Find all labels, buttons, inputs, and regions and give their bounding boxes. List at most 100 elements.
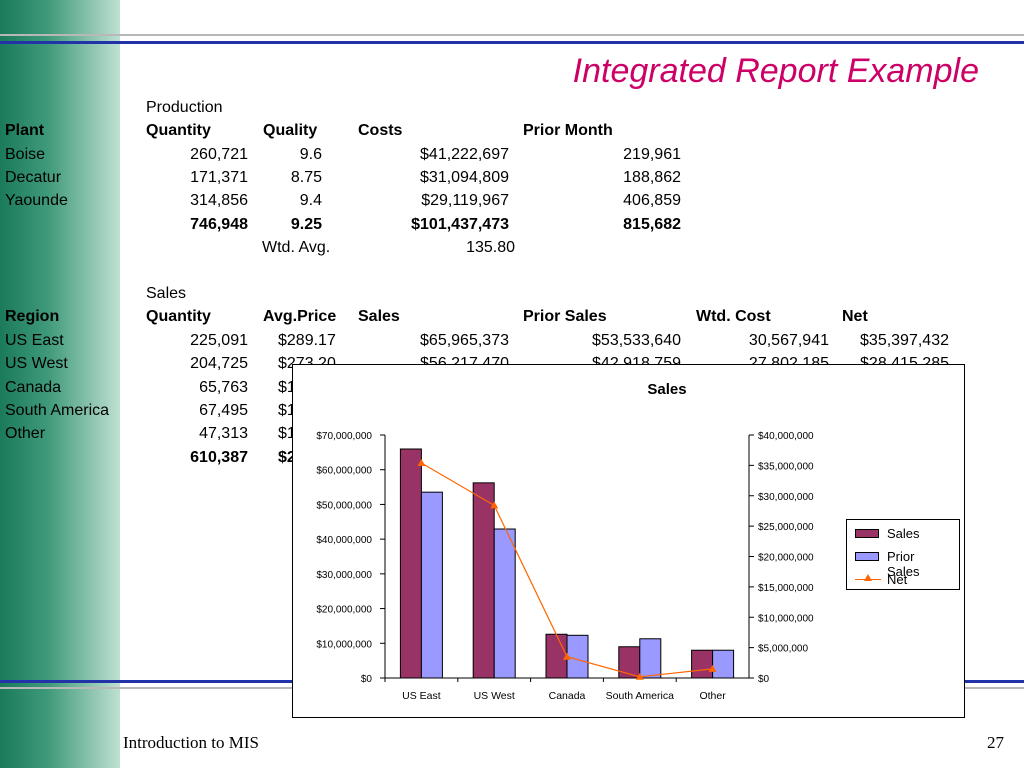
table-cell: $53,533,640 — [592, 332, 681, 349]
table-cell: Other — [5, 425, 46, 442]
production-group-header: Production — [146, 99, 223, 116]
col-header-quantity: Quantity — [146, 308, 211, 325]
bar-sales — [545, 633, 568, 679]
bar-sales — [399, 448, 422, 679]
left-tick-label: $40,000,000 — [316, 535, 372, 546]
right-tick-label: $30,000,000 — [758, 492, 814, 503]
table-cell: 406,859 — [623, 192, 681, 209]
table-cell: $289.17 — [278, 332, 336, 349]
table-cell: $31,094,809 — [420, 169, 509, 186]
table-cell: Decatur — [5, 169, 62, 186]
table-total: 9.25 — [290, 216, 322, 233]
left-tick-label: $10,000,000 — [316, 639, 372, 650]
table-cell: 314,856 — [190, 192, 248, 209]
table-cell: US East — [5, 332, 64, 349]
left-tick-label: $0 — [361, 674, 373, 685]
table-cell: 204,725 — [190, 355, 248, 372]
table-cell: $41,222,697 — [420, 146, 509, 163]
legend-label: Prior Sales — [887, 549, 920, 579]
col-header-net: Net — [842, 308, 868, 325]
sidebar-decoration — [0, 0, 120, 768]
col-header-region: Region — [5, 308, 60, 325]
bar-prior-sales — [493, 528, 516, 679]
col-header-avg-price: Avg.Price — [263, 308, 337, 325]
table-cell: Canada — [5, 379, 62, 396]
right-tick-label: $25,000,000 — [758, 522, 814, 533]
point-net — [635, 672, 644, 680]
right-tick-label: $15,000,000 — [758, 583, 814, 594]
footer-course-title: Introduction to MIS — [123, 733, 259, 752]
slide-title: Integrated Report Example — [572, 52, 979, 90]
right-tick-label: $0 — [758, 674, 770, 685]
table-cell: $1 — [278, 425, 296, 442]
point-net — [708, 664, 717, 672]
table-cell: 65,763 — [199, 379, 248, 396]
table-cell: 67,495 — [199, 402, 248, 419]
bar-prior-sales — [639, 638, 662, 679]
chart-title: Sales — [647, 381, 686, 398]
bar-prior-sales — [712, 649, 735, 679]
x-tick-label: US West — [474, 690, 515, 702]
right-tick-label: $20,000,000 — [758, 553, 814, 564]
x-tick-label: Other — [699, 690, 726, 702]
page-number: 27 — [987, 733, 1004, 752]
top-rule-gray — [0, 34, 1024, 36]
table-total: 610,387 — [190, 449, 248, 466]
left-tick-label: $50,000,000 — [316, 500, 372, 511]
table-total: $2 — [278, 449, 296, 466]
table-total: $101,437,473 — [411, 216, 509, 233]
col-header-sales: Sales — [358, 308, 400, 325]
x-tick-label: South America — [606, 690, 674, 702]
table-total: 746,948 — [190, 216, 248, 233]
right-tick-label: $10,000,000 — [758, 613, 814, 624]
left-tick-label: $30,000,000 — [316, 570, 372, 581]
table-cell: US West — [5, 355, 68, 372]
col-header-prior-month: Prior Month — [523, 122, 613, 139]
table-cell: 9.4 — [299, 192, 322, 209]
table-cell: Boise — [5, 146, 46, 163]
table-cell: 8.75 — [290, 169, 322, 186]
chart-legend: Sales Prior Sales Net — [846, 519, 960, 590]
sales-group-header: Sales — [146, 285, 187, 302]
table-cell: 9.6 — [299, 146, 322, 163]
table-cell: $1 — [278, 402, 296, 419]
top-rule-blue — [0, 41, 1024, 44]
bar-sales — [691, 649, 714, 679]
bar-prior-sales — [420, 491, 443, 679]
wtd-avg-label: Wtd. Avg. — [262, 239, 331, 256]
col-header-wtd-cost: Wtd. Cost — [696, 308, 771, 325]
point-net — [490, 501, 499, 509]
x-tick-label: US East — [402, 690, 441, 702]
col-header-quantity: Quantity — [146, 122, 211, 139]
wtd-avg-value: 135.80 — [466, 239, 515, 256]
x-tick-label: Canada — [549, 690, 586, 702]
col-header-quality: Quality — [263, 122, 318, 139]
col-header-costs: Costs — [358, 122, 403, 139]
bar-sales — [472, 482, 495, 679]
legend-swatch-prior-sales — [855, 552, 879, 561]
table-cell: 47,313 — [199, 425, 248, 442]
right-tick-label: $40,000,000 — [758, 431, 814, 442]
left-tick-label: $70,000,000 — [316, 431, 372, 442]
chart-canvas: Sales $0 $10,000,000 $20,000,000 $30,000,000… — [316, 381, 814, 702]
table-cell: $65,965,373 — [420, 332, 509, 349]
table-cell: 171,371 — [190, 169, 248, 186]
legend-swatch-sales — [855, 529, 879, 538]
table-cell: South America — [5, 402, 110, 419]
table-cell: $35,397,432 — [860, 332, 949, 349]
table-cell: 260,721 — [190, 146, 248, 163]
legend-label: Net — [887, 572, 908, 587]
right-tick-label: $5,000,000 — [758, 644, 808, 655]
left-tick-label: $60,000,000 — [316, 466, 372, 477]
table-cell: 225,091 — [190, 332, 248, 349]
triangle-marker-icon — [864, 574, 872, 581]
legend-label: Sales — [887, 526, 920, 541]
left-tick-label: $20,000,000 — [316, 605, 372, 616]
table-total: 815,682 — [623, 216, 681, 233]
table-cell: $29,119,967 — [421, 192, 509, 209]
col-header-prior-sales: Prior Sales — [523, 308, 607, 325]
point-net — [563, 652, 571, 660]
table-cell: 188,862 — [623, 169, 681, 186]
right-tick-label: $35,000,000 — [758, 461, 814, 472]
table-cell: 219,961 — [623, 146, 681, 163]
